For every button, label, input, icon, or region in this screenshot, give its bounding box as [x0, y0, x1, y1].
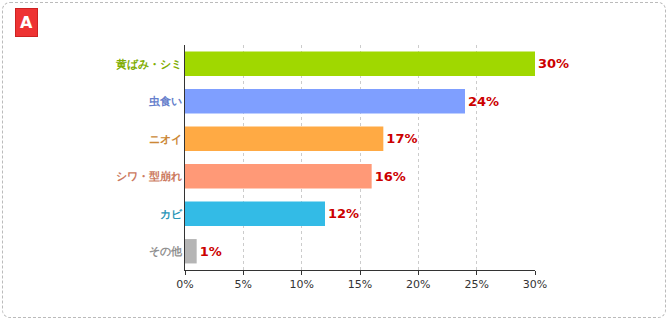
- svg-text:20%: 20%: [406, 278, 430, 291]
- svg-text:虫食い: 虫食い: [148, 95, 182, 108]
- svg-text:30%: 30%: [523, 278, 547, 291]
- svg-text:17%: 17%: [386, 131, 417, 146]
- svg-text:30%: 30%: [538, 56, 569, 71]
- svg-text:1%: 1%: [200, 244, 222, 259]
- svg-text:5%: 5%: [235, 278, 252, 291]
- svg-text:A: A: [20, 13, 33, 32]
- svg-text:0%: 0%: [176, 278, 193, 291]
- svg-text:黄ばみ・シミ: 黄ばみ・シミ: [115, 58, 182, 71]
- svg-text:カビ: カビ: [160, 208, 183, 221]
- svg-text:その他: その他: [149, 245, 183, 258]
- svg-text:シワ・型崩れ: シワ・型崩れ: [116, 170, 182, 183]
- svg-text:10%: 10%: [289, 278, 313, 291]
- svg-text:ニオイ: ニオイ: [149, 133, 182, 146]
- svg-text:12%: 12%: [328, 206, 359, 221]
- svg-text:24%: 24%: [468, 94, 499, 109]
- svg-text:16%: 16%: [375, 169, 406, 184]
- svg-text:15%: 15%: [348, 278, 372, 291]
- svg-text:25%: 25%: [464, 278, 488, 291]
